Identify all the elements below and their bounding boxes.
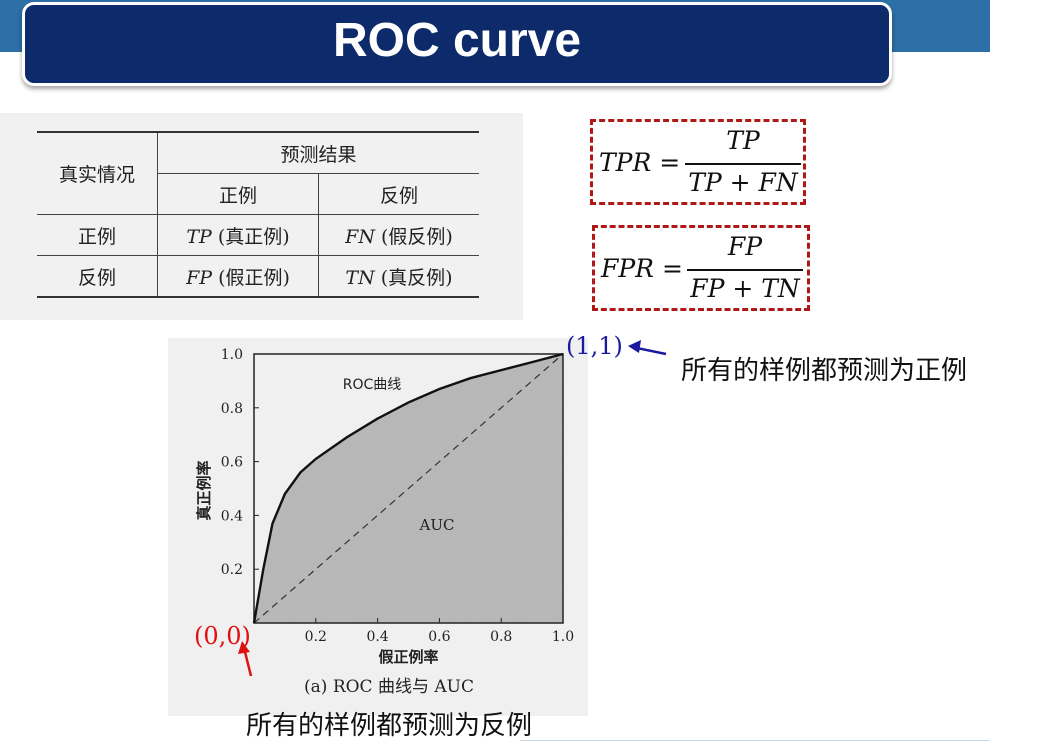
header-col-negative: 反例 xyxy=(318,173,479,215)
header-predicted: 预测结果 xyxy=(157,131,479,174)
confusion-matrix-figure: 真实情况 预测结果 正例 反例 正例 TP (真正例) FN (假反例) 反例 … xyxy=(0,113,523,320)
y-tick-label: 0.6 xyxy=(221,455,243,471)
cell-fn: FN (假反例) xyxy=(318,214,479,256)
y-axis-label: 真正例率 xyxy=(195,460,213,520)
cell-desc: (假正例) xyxy=(218,266,290,289)
cell-desc: (真正例) xyxy=(217,225,290,248)
diagonal-dashed-line xyxy=(253,353,564,624)
cell-tp: TP (真正例) xyxy=(157,214,319,256)
table-row: 正例 TP (真正例) FN (假反例) xyxy=(37,214,479,256)
fpr-lhs: FPR = xyxy=(601,254,683,283)
tpr-formula: TPR = TP TP + FN xyxy=(590,119,806,205)
x-tick-label: 0.8 xyxy=(490,629,512,645)
header-actual: 真实情况 xyxy=(37,131,158,215)
footer-rule xyxy=(520,740,990,741)
fpr-fraction-bar xyxy=(687,269,803,271)
row-label: 正例 xyxy=(37,214,158,256)
x-tick-label: 1.0 xyxy=(552,629,574,645)
confusion-matrix-table: 真实情况 预测结果 正例 反例 正例 TP (真正例) FN (假反例) 反例 … xyxy=(37,131,479,298)
x-axis-label: 假正例率 xyxy=(378,648,438,666)
y-tick-label: 0.2 xyxy=(221,562,243,578)
y-tick-label: 1.0 xyxy=(221,347,243,363)
tpr-fraction-bar xyxy=(685,163,801,165)
tpr-lhs: TPR = xyxy=(599,148,681,177)
plot-frame xyxy=(253,353,564,624)
arrow-head-one-one xyxy=(628,340,641,353)
fpr-denominator: FP + TN xyxy=(690,274,800,303)
cell-desc: (假反例) xyxy=(381,225,453,248)
auc-label: AUC xyxy=(419,516,455,534)
cell-desc: (真反例) xyxy=(380,266,453,289)
chart-caption: (a) ROC 曲线与 AUC xyxy=(304,677,474,697)
tpr-denominator: TP + FN xyxy=(688,168,798,197)
cell-abbr: TP xyxy=(186,225,212,248)
roc-curve-label: ROC曲线 xyxy=(343,377,402,393)
x-tick-label: 0.6 xyxy=(428,629,450,645)
cell-abbr: FP xyxy=(186,266,213,289)
cell-abbr: TN xyxy=(345,266,375,289)
point-label-one-one: (1,1) xyxy=(566,332,623,360)
point-label-zero-zero: (0,0) xyxy=(194,622,251,650)
cell-fp: FP (假正例) xyxy=(157,255,319,298)
cell-abbr: FN xyxy=(345,225,375,248)
note-all-positive: 所有的样例都预测为正例 xyxy=(681,356,968,386)
note-all-negative: 所有的样例都预测为反例 xyxy=(246,711,533,741)
cell-tn: TN (真反例) xyxy=(318,255,479,298)
fpr-formula: FPR = FP FP + TN xyxy=(592,225,810,311)
y-tick-label: 0.4 xyxy=(221,508,243,524)
fpr-numerator: FP xyxy=(727,232,763,261)
tpr-numerator: TP xyxy=(726,126,760,155)
y-tick-label: 0.8 xyxy=(221,401,243,417)
title-box xyxy=(22,2,892,86)
x-tick-label: 0.2 xyxy=(305,629,327,645)
slide-title: ROC curve xyxy=(332,14,582,67)
row-label: 反例 xyxy=(37,255,158,298)
header-col-positive: 正例 xyxy=(157,173,319,215)
table-row: 反例 FP (假正例) TN (真反例) xyxy=(37,255,479,298)
roc-curve-line xyxy=(252,352,564,624)
x-tick-label: 0.4 xyxy=(366,629,388,645)
arrow-head-zero-zero xyxy=(238,641,250,654)
